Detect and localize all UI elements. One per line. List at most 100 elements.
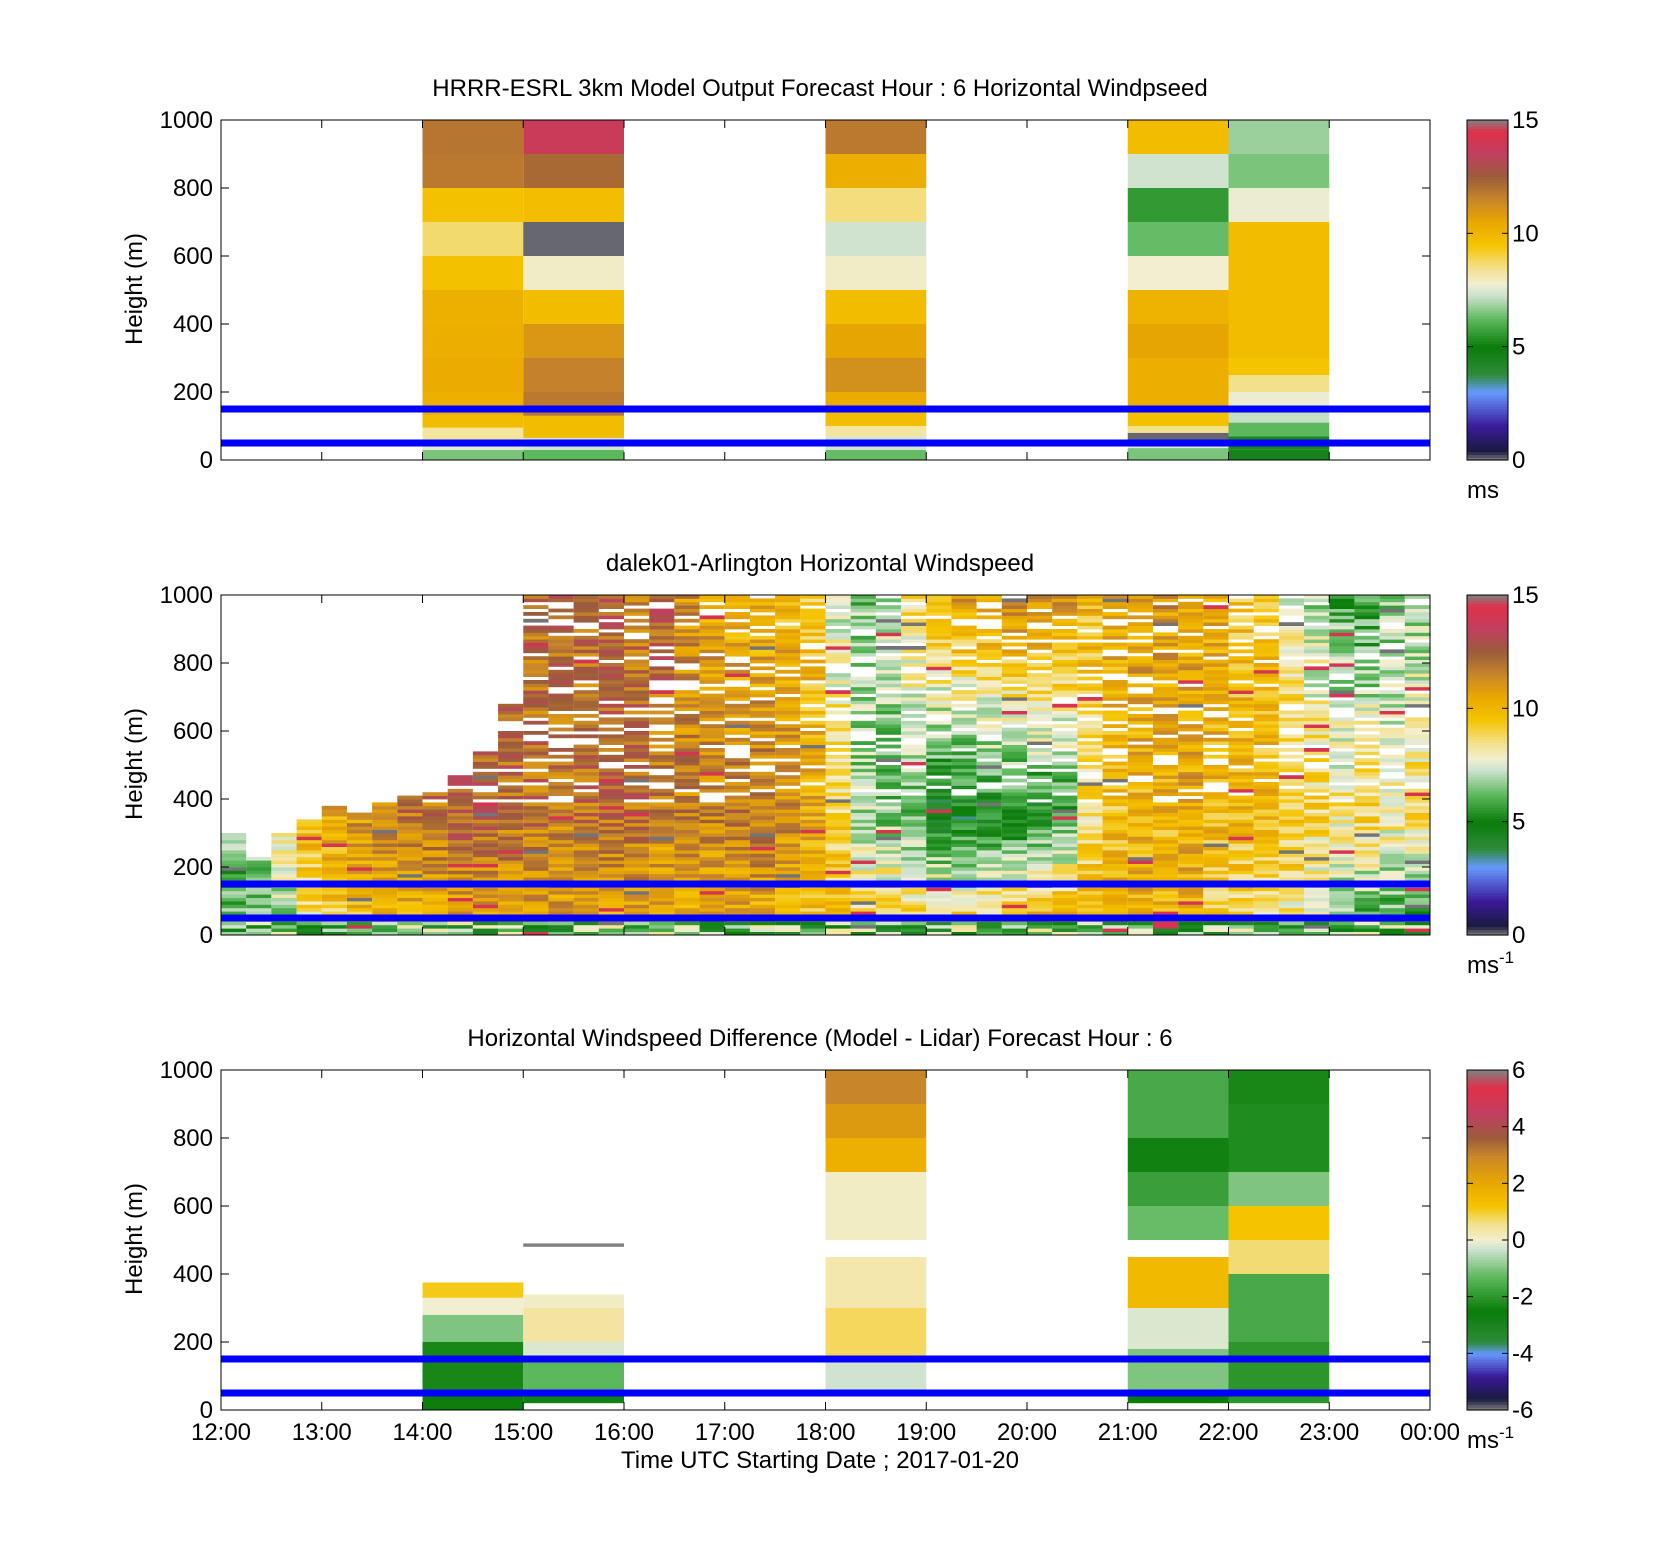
- heatmap-cell: [800, 666, 826, 671]
- heatmap-cell: [372, 822, 398, 827]
- heatmap-cell: [1253, 646, 1279, 650]
- heatmap-cell: [1152, 697, 1179, 701]
- heatmap-cell: [749, 703, 776, 708]
- heatmap-cell: [850, 809, 876, 813]
- heatmap-cell: [649, 629, 675, 633]
- heatmap-cell: [825, 720, 851, 725]
- heatmap-cell: [1052, 622, 1078, 626]
- heatmap-cell: [1304, 703, 1330, 708]
- heatmap-cell: [1102, 822, 1128, 827]
- colorbar-segment: [1467, 1384, 1508, 1388]
- heatmap-cell: [1203, 846, 1229, 851]
- heatmap-cell: [1379, 873, 1405, 878]
- heatmap-cell: [447, 782, 473, 786]
- heatmap-cell: [775, 904, 801, 909]
- heatmap-cell: [1404, 673, 1430, 677]
- heatmap-cell: [1253, 812, 1279, 817]
- x-tick-label: 18:00: [795, 1419, 855, 1446]
- heatmap-cell: [699, 778, 725, 783]
- heatmap-cell: [1178, 856, 1204, 861]
- heatmap-cell: [1001, 792, 1027, 796]
- colorbar-tick-label: 10: [1512, 220, 1539, 247]
- heatmap-cell: [1178, 601, 1204, 606]
- heatmap-cell: [523, 673, 549, 677]
- heatmap-cell: [1228, 737, 1254, 742]
- heatmap-cell: [825, 1172, 927, 1240]
- heatmap-cell: [875, 928, 902, 932]
- heatmap-cell: [926, 703, 952, 708]
- heatmap-cell: [800, 761, 826, 766]
- heatmap-cell: [875, 870, 902, 875]
- heatmap-cell: [951, 598, 977, 603]
- heatmap-cell: [573, 856, 599, 861]
- heatmap-cell: [1404, 901, 1430, 905]
- heatmap-cell: [976, 812, 1002, 817]
- heatmap-cell: [346, 887, 373, 892]
- heatmap-cell: [573, 894, 599, 898]
- heatmap-cell: [1152, 788, 1179, 793]
- colorbar-segment: [1467, 377, 1508, 382]
- heatmap-cell: [875, 649, 902, 654]
- heatmap-cell: [825, 758, 851, 762]
- heatmap-cell: [1228, 741, 1254, 745]
- heatmap-cell: [1228, 1172, 1330, 1206]
- heatmap-cell: [1329, 867, 1355, 871]
- heatmap-cell: [372, 856, 398, 861]
- heatmap-cell: [1001, 843, 1027, 847]
- heatmap-cell: [1304, 720, 1330, 725]
- heatmap-cell: [624, 778, 650, 783]
- heatmap-cell: [1304, 642, 1330, 647]
- heatmap-cell: [926, 754, 952, 759]
- heatmap-cell: [624, 690, 650, 694]
- heatmap-cell: [850, 887, 876, 892]
- heatmap-cell: [1203, 894, 1229, 898]
- heatmap-cell: [926, 669, 952, 674]
- heatmap-cell: [800, 669, 826, 674]
- heatmap-cell: [1178, 690, 1204, 694]
- heatmap-cell: [447, 931, 473, 936]
- heatmap-cell: [1102, 867, 1128, 871]
- heatmap-cell: [775, 775, 801, 779]
- heatmap-cell: [598, 822, 624, 827]
- colorbar-segment: [1467, 1262, 1508, 1267]
- heatmap-cell: [1253, 601, 1279, 606]
- colorbar-segment: [1467, 1234, 1508, 1238]
- heatmap-cell: [1152, 608, 1179, 613]
- heatmap-cell: [523, 775, 549, 779]
- heatmap-cell: [1178, 618, 1204, 623]
- heatmap-cell: [901, 897, 927, 902]
- heatmap-cell: [1102, 663, 1128, 667]
- colorbar-segment: [1467, 816, 1508, 820]
- heatmap-cell: [1178, 836, 1204, 841]
- heatmap-cell: [1253, 724, 1279, 728]
- heatmap-cell: [498, 877, 524, 881]
- heatmap-cell: [1127, 904, 1153, 909]
- heatmap-cell: [825, 409, 927, 426]
- heatmap-cell: [1001, 904, 1027, 909]
- heatmap-cell: [1027, 734, 1053, 739]
- heatmap-cell: [1228, 795, 1254, 800]
- heatmap-cell: [1278, 748, 1305, 752]
- colorbar-segment: [1467, 708, 1508, 712]
- heatmap-cell: [1329, 826, 1355, 830]
- heatmap-cell: [901, 863, 927, 868]
- heatmap-cell: [598, 856, 624, 861]
- colorbar-segment: [1467, 386, 1508, 390]
- heatmap-cell: [548, 870, 574, 875]
- heatmap-cell: [397, 877, 423, 881]
- heatmap-cell: [598, 812, 624, 817]
- heatmap-cell: [1354, 625, 1380, 630]
- heatmap-cell: [1152, 867, 1179, 871]
- heatmap-cell: [1329, 816, 1355, 820]
- heatmap-cell: [598, 771, 624, 776]
- heatmap-cell: [951, 710, 977, 715]
- heatmap-cell: [523, 290, 624, 324]
- heatmap-cell: [1278, 843, 1305, 847]
- heatmap-cell: [372, 911, 398, 915]
- heatmap-cell: [951, 805, 977, 810]
- heatmap-cell: [976, 608, 1002, 613]
- heatmap-cell: [1379, 710, 1405, 715]
- heatmap-cell: [976, 710, 1002, 715]
- heatmap-cell: [1127, 853, 1153, 858]
- heatmap-cell: [1077, 839, 1103, 844]
